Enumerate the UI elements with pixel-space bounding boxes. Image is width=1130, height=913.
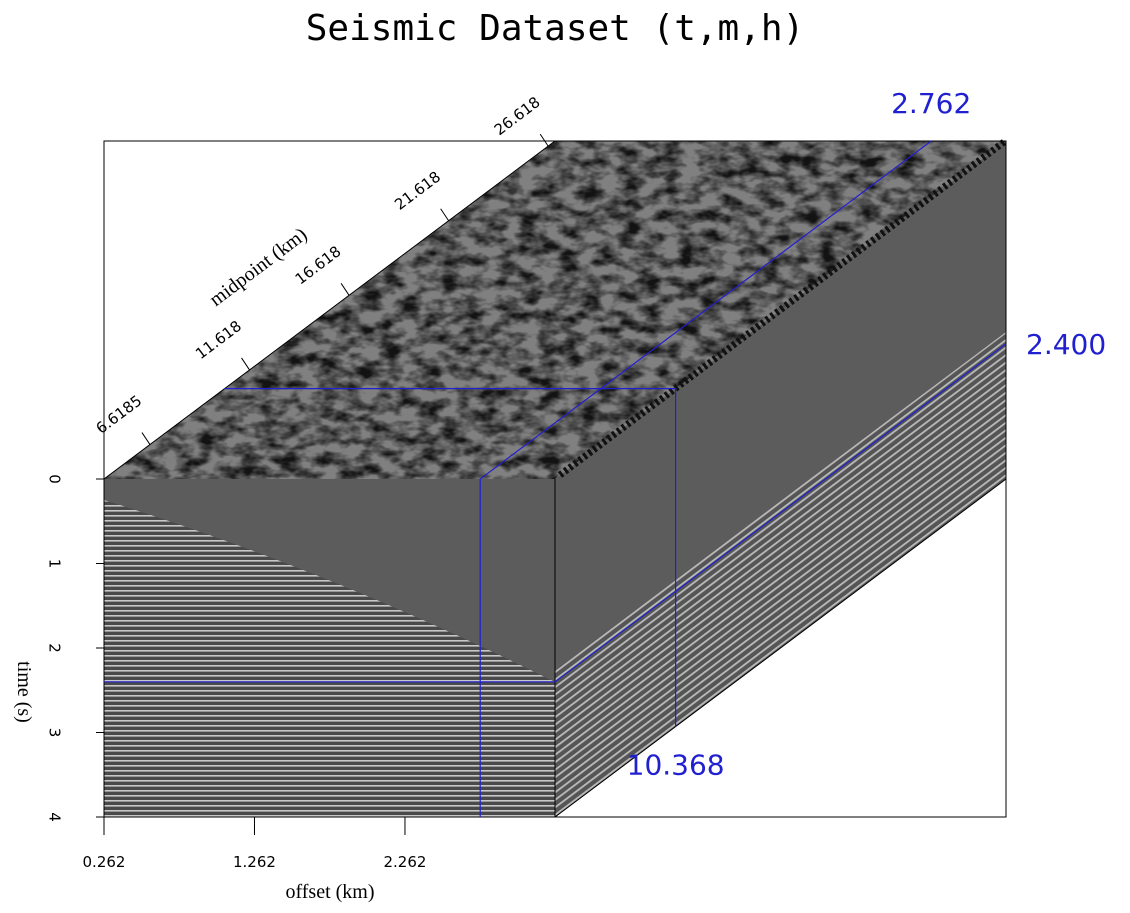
z-tick: [440, 208, 450, 221]
slice-label: 2.400: [1026, 328, 1106, 361]
z-tick-label: 11.618: [192, 317, 245, 363]
y-tick-label: 2: [46, 643, 64, 653]
z-axis-label: midpoint (km): [205, 223, 311, 310]
chart-title: Seismic Dataset (t,m,h): [306, 8, 805, 49]
y-tick-label: 1: [46, 559, 64, 569]
slice-label: 10.368: [627, 749, 725, 782]
z-tick: [340, 283, 350, 296]
z-tick: [141, 432, 151, 445]
z-tick-label: 26.618: [491, 93, 544, 139]
offset-slice: [479, 140, 932, 817]
side-events: [555, 332, 1006, 817]
x-tick-label: 1.262: [233, 853, 276, 871]
midpoint-slice: [224, 387, 677, 727]
y-tick-label: 4: [46, 812, 64, 822]
z-tick: [241, 357, 250, 371]
y-tick-label: 3: [46, 728, 64, 738]
z-tick: [539, 133, 549, 147]
x-tick-label: 0.262: [83, 853, 126, 871]
x-axis-label: offset (km): [285, 881, 374, 903]
front-events: [104, 500, 555, 817]
slice-label: 2.762: [891, 87, 971, 120]
y-axis-label: time (s): [13, 661, 35, 723]
side-edge: [557, 139, 1007, 478]
y-tick-label: 0: [46, 474, 64, 484]
time-slice: [104, 343, 1007, 683]
z-tick-label: 6.6185: [93, 392, 146, 438]
z-tick-label: 21.618: [391, 168, 444, 214]
x-tick-label: 2.262: [383, 853, 426, 871]
